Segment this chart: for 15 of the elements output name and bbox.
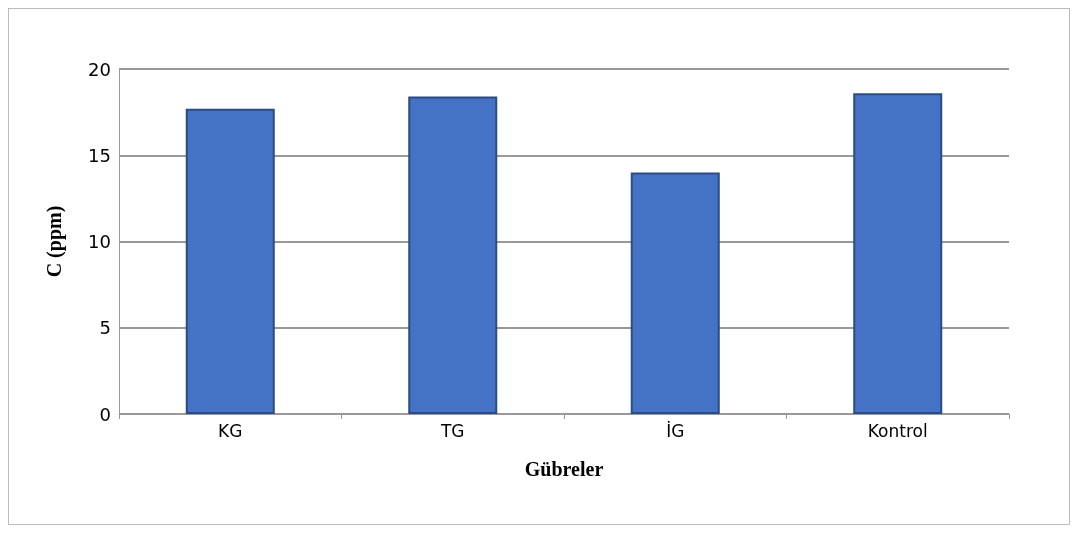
y-axis-title: C (ppm) (43, 205, 66, 278)
y-tick-label: 10 (88, 231, 111, 252)
x-tick-label: KG (218, 420, 243, 441)
bar (630, 172, 720, 414)
x-axis-title: Gübreler (524, 458, 604, 480)
bar (185, 108, 275, 414)
x-tick-label: TG (439, 420, 465, 441)
x-tick-label: Kontrol (867, 420, 928, 441)
bar (853, 93, 943, 414)
y-tick-label: 20 (88, 58, 111, 80)
bar (408, 96, 498, 414)
y-tick-label: 0 (99, 403, 111, 425)
y-tick-label: 5 (99, 317, 111, 339)
x-tick-label: İG (666, 420, 685, 441)
y-tick-label: 15 (88, 144, 111, 166)
